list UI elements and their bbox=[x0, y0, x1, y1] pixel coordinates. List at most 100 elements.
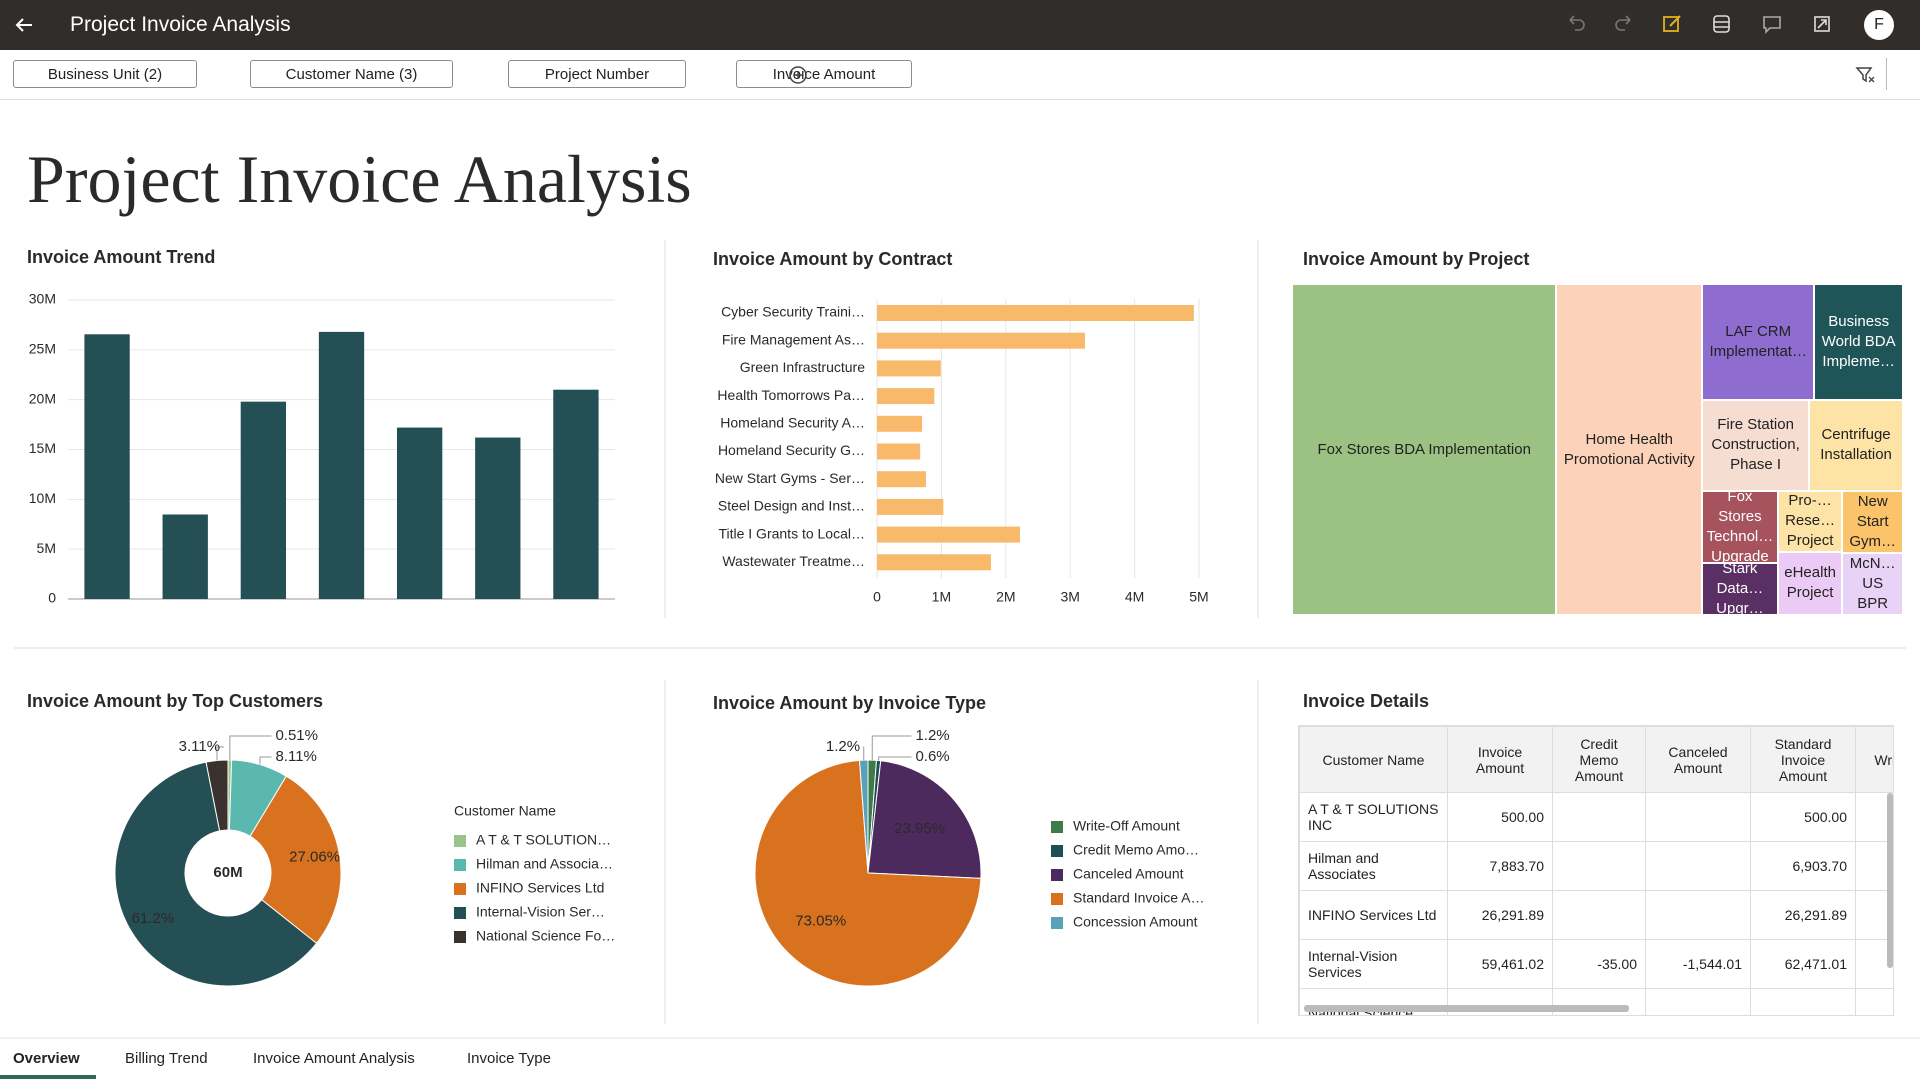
y-tick-label: Fire Management As… bbox=[722, 331, 865, 347]
slice bbox=[754, 759, 982, 987]
table-cell bbox=[1645, 841, 1751, 891]
table-cell: 26,291.89 bbox=[1447, 890, 1553, 940]
horizontal-scrollbar[interactable] bbox=[1304, 1005, 1629, 1012]
table-cell: INFINO Services Ltd bbox=[1299, 890, 1448, 940]
y-tick-label: 25M bbox=[29, 341, 56, 357]
legend-label: Canceled Amount bbox=[1073, 866, 1184, 882]
treemap-label: Fox Stores Technol… Upgrade bbox=[1706, 490, 1774, 564]
legend-swatch bbox=[1051, 845, 1063, 857]
legend-swatch bbox=[454, 859, 466, 871]
filter-button[interactable]: Customer Name (3) bbox=[250, 60, 453, 88]
header-title: Project Invoice Analysis bbox=[70, 13, 291, 36]
user-avatar[interactable]: F bbox=[1864, 10, 1894, 40]
filter-button[interactable]: Project Number bbox=[508, 60, 686, 88]
y-tick-label: Wastewater Treatme… bbox=[722, 553, 865, 569]
y-tick-label: 10M bbox=[29, 490, 56, 506]
treemap-label: Business World BDA Impleme… bbox=[1821, 312, 1896, 370]
treemap-label: Stark Data… Upgr… bbox=[1716, 563, 1764, 615]
table-cell: Hilman and Associates bbox=[1299, 841, 1448, 891]
legend-swatch bbox=[1051, 869, 1063, 881]
column-header: Canceled Amount bbox=[1645, 726, 1751, 793]
bar bbox=[877, 415, 923, 432]
y-tick-label: Health Tomorrows Pa… bbox=[717, 387, 865, 403]
table-cell: -35.00 bbox=[1552, 939, 1646, 989]
back-button[interactable] bbox=[12, 13, 36, 37]
x-tick-label: 2M bbox=[996, 589, 1015, 605]
legend-label: Standard Invoice A… bbox=[1073, 890, 1205, 906]
value-label: 3.11% bbox=[179, 738, 220, 755]
y-tick-label: 30M bbox=[29, 291, 56, 307]
table-cell: 62,471.01 bbox=[1750, 939, 1856, 989]
y-tick-label: Title I Grants to Local… bbox=[718, 525, 865, 541]
treemap-label: Fox Stores BDA Implementation bbox=[1317, 440, 1531, 458]
filter-button[interactable]: Business Unit (2) bbox=[13, 60, 197, 88]
toolbar-icons bbox=[1569, 15, 1830, 34]
chart-title: Invoice Amount by Top Customers bbox=[27, 691, 323, 711]
table-cell bbox=[1552, 890, 1646, 940]
undo-icon[interactable] bbox=[1569, 15, 1585, 31]
legend-title: Customer Name bbox=[454, 803, 556, 819]
bar bbox=[240, 401, 287, 599]
leader-line bbox=[229, 735, 272, 761]
vertical-scrollbar[interactable] bbox=[1887, 793, 1893, 968]
y-tick-label: Green Infrastructure bbox=[740, 359, 865, 375]
bar bbox=[84, 334, 130, 599]
table-cell: 26,291.89 bbox=[1750, 890, 1856, 940]
divider bbox=[1886, 58, 1887, 90]
table-container: Customer Name Invoice Amount Credit Memo A… bbox=[1298, 725, 1894, 1016]
value-label: 1.2% bbox=[826, 738, 860, 755]
bar bbox=[553, 389, 599, 599]
table-cell: 7,883.70 bbox=[1447, 841, 1553, 891]
legend-swatch bbox=[454, 883, 466, 895]
slice bbox=[249, 775, 342, 944]
leader-line bbox=[216, 746, 225, 761]
legend-swatch bbox=[1051, 893, 1063, 905]
present-icon[interactable] bbox=[1814, 16, 1830, 32]
invoice-table: Customer Name Invoice Amount Credit Memo A… bbox=[1299, 726, 1893, 1015]
filter-icon[interactable] bbox=[1853, 63, 1877, 87]
tab[interactable]: Overview bbox=[13, 1050, 80, 1067]
value-label: 27.06% bbox=[289, 848, 340, 865]
edit-icon[interactable] bbox=[1663, 15, 1681, 32]
treemap-label: Centrifuge Installation bbox=[1820, 426, 1892, 464]
tab[interactable]: Invoice Type bbox=[467, 1050, 551, 1067]
treemap-label: LAF CRM Implementat… bbox=[1709, 322, 1807, 360]
x-tick-label: 3M bbox=[1060, 589, 1079, 605]
bar bbox=[877, 498, 944, 515]
active-tab-indicator bbox=[0, 1075, 96, 1079]
center-label: 60M bbox=[213, 864, 242, 881]
bar bbox=[877, 388, 935, 405]
legend-label: Hilman and Associa… bbox=[476, 856, 613, 872]
table-cell bbox=[1552, 792, 1646, 842]
treemap-label: eHealth Project bbox=[1784, 564, 1836, 602]
treemap-cell: McN… US BPR bbox=[1842, 552, 1903, 615]
comment-icon[interactable] bbox=[1763, 16, 1781, 34]
tab[interactable]: Billing Trend bbox=[125, 1050, 208, 1067]
column-header: Customer Name bbox=[1299, 726, 1448, 793]
y-tick-label: Homeland Security G… bbox=[718, 442, 865, 458]
table-cell: -1,544.01 bbox=[1645, 939, 1751, 989]
bar bbox=[877, 554, 991, 571]
treemap-cell: Fire Station Construction, Phase I bbox=[1702, 399, 1810, 491]
slice bbox=[867, 760, 982, 879]
data-icon[interactable] bbox=[1713, 15, 1730, 33]
add-filter-button[interactable] bbox=[786, 63, 810, 87]
table-cell: 59,461.02 bbox=[1447, 939, 1553, 989]
legend-swatch bbox=[1051, 917, 1063, 929]
page-title: Project Invoice Analysis bbox=[27, 141, 692, 217]
treemap-label: New Start Gym… bbox=[1849, 492, 1897, 550]
chart-title: Invoice Amount by Contract bbox=[713, 249, 952, 269]
table-cell bbox=[1645, 988, 1751, 1015]
legend-label: Internal-Vision Ser… bbox=[476, 904, 605, 920]
tab[interactable]: Invoice Amount Analysis bbox=[253, 1050, 415, 1067]
legend-label: A T & T SOLUTION… bbox=[476, 832, 611, 848]
bar bbox=[877, 332, 1086, 349]
y-tick-label: Homeland Security A… bbox=[720, 415, 865, 431]
legend-swatch bbox=[454, 835, 466, 847]
bar bbox=[877, 526, 1020, 543]
redo-icon[interactable] bbox=[1615, 15, 1631, 31]
table-cell bbox=[1855, 988, 1893, 1015]
treemap-cell: Fox Stores BDA Implementation bbox=[1292, 284, 1557, 615]
leader-line bbox=[259, 756, 272, 765]
column-header: Standard Invoice Amount bbox=[1750, 726, 1856, 793]
